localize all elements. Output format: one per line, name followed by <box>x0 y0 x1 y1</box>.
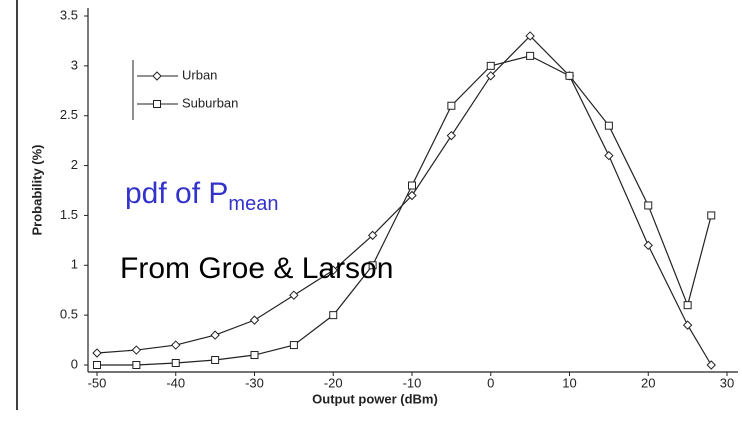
data-point <box>328 265 338 275</box>
data-point <box>329 311 338 320</box>
data-point <box>565 71 574 80</box>
data-point <box>446 130 457 141</box>
legend-marker <box>153 100 161 108</box>
x-tick-label: 10 <box>562 375 576 390</box>
data-point <box>171 359 180 368</box>
y-tick-label: 1 <box>71 257 78 272</box>
y-tick-label: 2.5 <box>60 107 78 122</box>
x-tick-label: 30 <box>720 375 734 390</box>
x-tick-label: 0 <box>487 375 494 390</box>
data-point <box>447 101 456 110</box>
data-point <box>210 330 220 340</box>
data-point <box>408 181 416 190</box>
data-point <box>93 361 101 369</box>
x-tick-label: -10 <box>403 375 422 390</box>
data-point <box>643 240 653 251</box>
data-point <box>486 71 496 81</box>
data-point <box>683 301 692 310</box>
y-tick-label: 1.5 <box>60 207 78 222</box>
data-point <box>368 261 377 270</box>
x-tick-label: -50 <box>88 375 107 390</box>
annotation: From Groe & Larson <box>120 252 393 285</box>
legend-label: Suburban <box>182 95 238 110</box>
data-point <box>249 315 260 325</box>
annotation-text: pdf of P <box>125 177 228 210</box>
data-point <box>486 61 495 70</box>
data-point <box>407 190 417 201</box>
y-tick-label: 2 <box>71 157 78 172</box>
data-point <box>526 51 535 60</box>
data-point <box>250 351 259 360</box>
data-point <box>682 320 693 330</box>
x-tick-label: -20 <box>324 375 343 390</box>
annotation: pdf of Pmean <box>125 177 278 215</box>
data-point <box>289 290 299 300</box>
data-point <box>171 340 181 350</box>
y-axis-label: Probability (%) <box>29 144 44 235</box>
data-point <box>707 211 716 220</box>
data-point <box>604 121 613 130</box>
x-tick-label: -40 <box>166 375 185 390</box>
x-tick-label: -30 <box>245 375 264 390</box>
data-point <box>525 31 535 41</box>
data-point <box>367 230 378 241</box>
x-axis-label: Output power (dBm) <box>312 391 438 406</box>
data-point <box>604 150 614 161</box>
annotation-subscript: mean <box>228 193 278 215</box>
y-tick-label: 3.5 <box>60 7 78 22</box>
annotation-text: From Groe & Larson <box>120 252 393 285</box>
data-point <box>211 356 220 365</box>
data-point <box>289 341 298 350</box>
legend-label: Urban <box>182 67 217 82</box>
y-tick-label: 0 <box>71 356 78 371</box>
data-point <box>92 348 102 358</box>
data-point <box>706 360 716 370</box>
data-point <box>132 361 141 369</box>
legend-marker <box>152 71 162 81</box>
y-tick-label: 0.5 <box>60 307 78 322</box>
data-point <box>644 201 653 210</box>
x-tick-label: 20 <box>641 375 655 390</box>
y-tick-label: 3 <box>71 57 78 72</box>
data-point <box>131 345 142 355</box>
